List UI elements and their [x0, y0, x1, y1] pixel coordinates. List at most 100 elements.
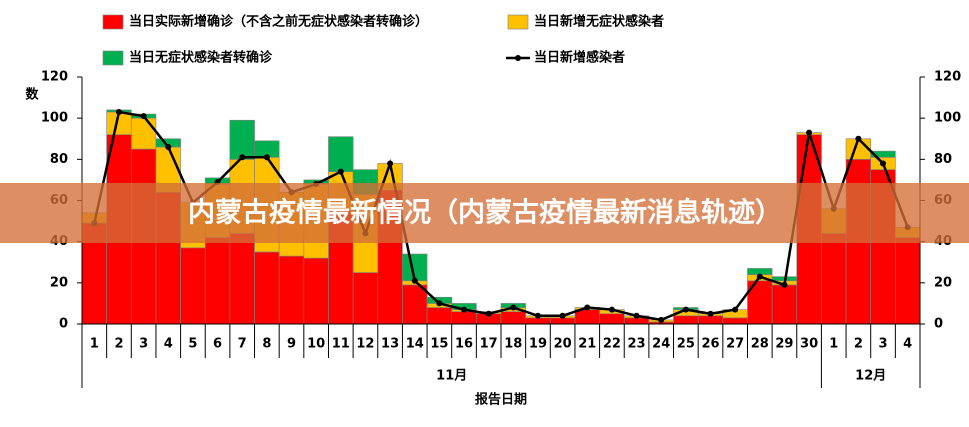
line-point: [115, 108, 122, 115]
x-tick-label: 1: [829, 337, 838, 352]
line-point: [165, 143, 172, 150]
bar-segment: [229, 119, 255, 160]
line-point: [781, 281, 788, 288]
x-tick-label: 5: [188, 337, 197, 352]
bar-segment: [352, 272, 379, 325]
y2-tick-label: 120: [934, 70, 961, 85]
line-point: [756, 273, 763, 280]
line-point: [239, 154, 246, 161]
bar-segment: [870, 150, 896, 158]
x-axis-label: 报告日期: [475, 392, 527, 408]
y-tick-label: 0: [59, 317, 68, 332]
bar-segment: [451, 311, 477, 325]
x-tick-label: 7: [238, 337, 247, 352]
line-point: [510, 304, 517, 311]
legend-swatch: [102, 50, 124, 66]
group-label: 11月: [436, 369, 467, 384]
x-tick-label: 25: [677, 337, 695, 352]
x-tick-label: 22: [603, 337, 621, 352]
bar-segment: [673, 315, 699, 325]
x-tick-label: 9: [287, 337, 296, 352]
x-tick-label: 10: [307, 337, 325, 352]
bar-segment: [130, 117, 157, 150]
x-tick-label: 15: [430, 337, 448, 352]
bar-segment: [771, 284, 798, 325]
legend-label: 当日新增感染者: [534, 50, 625, 66]
bar-segment: [303, 257, 329, 325]
x-tick-label: 4: [903, 337, 912, 352]
line-point: [584, 304, 591, 311]
bar-segment: [180, 247, 206, 325]
bar-segment: [821, 233, 847, 325]
line-point: [559, 312, 566, 319]
bar-segment: [599, 313, 625, 325]
y-axis-label: 数: [25, 87, 39, 103]
line-point: [806, 129, 813, 136]
caption: 内蒙古疫情最新情况（内蒙古疫情最新消息轨迹）: [188, 197, 782, 229]
x-tick-label: 30: [800, 337, 818, 352]
line-point: [411, 277, 418, 284]
y2-tick-label: 80: [934, 152, 952, 167]
line-point: [880, 160, 887, 167]
line-point: [633, 312, 640, 319]
line-point: [658, 316, 665, 323]
line-point: [387, 160, 394, 167]
bar-segment: [500, 311, 526, 325]
x-tick-label: 8: [262, 337, 271, 352]
line-point: [732, 306, 739, 313]
y2-tick-label: 20: [934, 275, 952, 290]
y-tick-label: 100: [41, 111, 68, 126]
legend-swatch: [507, 14, 529, 30]
line-point: [337, 168, 344, 175]
x-tick-label: 27: [726, 337, 744, 352]
x-tick-label: 4: [164, 337, 173, 352]
bar-segment: [402, 284, 428, 325]
legend-swatch: [102, 14, 124, 30]
legend-label: 当日新增无症状感染者: [534, 14, 664, 30]
bar-segment: [229, 233, 255, 325]
caption-banner: [0, 183, 969, 243]
bar-segment: [895, 237, 921, 325]
x-tick-label: 24: [652, 337, 670, 352]
x-tick-label: 20: [554, 337, 572, 352]
x-tick-label: 2: [854, 337, 863, 352]
line-point: [707, 310, 714, 317]
x-tick-label: 1: [90, 337, 99, 352]
bar-segment: [722, 317, 748, 325]
y2-tick-label: 0: [934, 317, 943, 332]
legend-label: 当日无症状感染者转确诊: [129, 50, 273, 66]
y-tick-label: 80: [50, 152, 68, 167]
line-point: [461, 306, 468, 313]
line-point: [608, 306, 615, 313]
group-label: 12月: [855, 369, 886, 384]
x-tick-label: 17: [480, 337, 498, 352]
x-tick-label: 26: [701, 337, 719, 352]
line-point: [436, 300, 443, 307]
line-point: [485, 310, 492, 317]
bar-segment: [697, 315, 724, 325]
x-tick-label: 28: [751, 337, 769, 352]
line-point: [140, 113, 147, 120]
x-tick-label: 6: [213, 337, 222, 352]
line-point: [855, 135, 862, 142]
x-tick-label: 3: [879, 337, 888, 352]
legend-marker: [515, 55, 521, 61]
x-tick-label: 23: [628, 337, 646, 352]
x-tick-label: 19: [529, 337, 547, 352]
y-tick-label: 120: [41, 70, 68, 85]
x-tick-label: 12: [356, 337, 374, 352]
x-tick-label: 18: [504, 337, 522, 352]
line-point: [263, 154, 270, 161]
y-tick-label: 20: [50, 275, 68, 290]
line-point: [534, 312, 541, 319]
bar-segment: [204, 237, 231, 325]
x-tick-label: 29: [775, 337, 793, 352]
legend-label: 当日实际新增确诊（不含之前无症状感染者转确诊）: [129, 14, 428, 30]
bar-segment: [278, 255, 305, 325]
bar-segment: [328, 136, 354, 172]
x-tick-label: 16: [455, 337, 473, 352]
y2-tick-label: 100: [934, 111, 961, 126]
x-tick-label: 11: [332, 337, 350, 352]
x-tick-label: 14: [406, 337, 424, 352]
